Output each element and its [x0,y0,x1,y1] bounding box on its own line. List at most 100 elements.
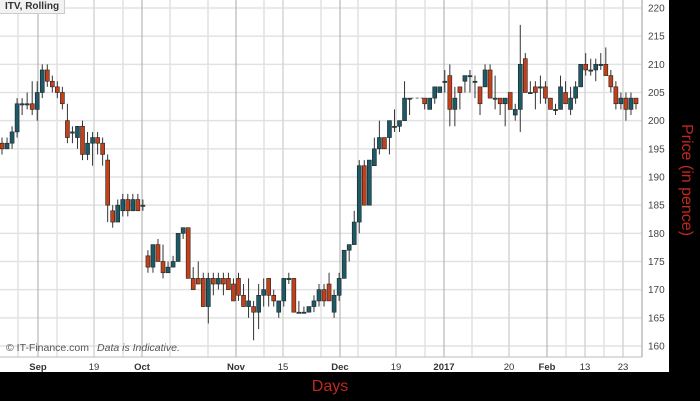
y-tick-label: 190 [648,172,665,183]
candle-up [573,86,578,99]
y-tick-label: 210 [648,60,665,71]
candle-down [200,278,206,307]
candle-up [75,125,80,138]
x-tick-label: 20 [504,362,515,373]
candle-up [306,306,312,313]
candle-up [442,80,448,83]
candle-down [326,283,332,302]
candle-down [221,278,226,285]
y-tick-label: 175 [648,257,665,268]
candle-up [206,278,211,307]
x-tick-label: Oct [134,362,151,373]
candle-up [377,137,382,150]
candle-down [623,97,629,110]
candle-down [190,278,196,290]
candle-down [548,97,553,110]
candle-down [608,75,614,88]
candle-up [331,294,337,313]
candle-down [533,86,538,93]
candle-down [543,86,548,99]
candle-down [291,278,297,313]
candle-up [578,64,583,88]
x-tick-label: Sep [29,362,47,373]
candle-down [135,199,141,212]
x-tick-label: 13 [580,362,591,373]
candle-down [231,283,236,302]
candle-up [39,69,45,93]
candle-down [95,137,100,144]
candle-up [9,131,15,144]
y-tick-label: 215 [648,32,665,43]
candle-down [80,125,85,155]
candle-down [457,86,463,93]
candle-down [100,142,105,155]
candle-up [14,103,20,133]
candle-up [346,244,352,251]
candle-down [321,289,327,302]
candle-up [367,159,372,206]
candle-up [628,97,634,110]
candle-up [588,69,594,72]
candle-up [427,97,432,110]
candle-up [432,86,438,99]
candle-down [447,75,453,110]
y-axis-label: Price (in pence) [678,123,695,237]
candle-up [180,227,186,234]
candle-down [507,92,513,110]
candle-up [482,69,488,88]
y-tick-label: 220 [648,4,665,15]
candle-up [140,204,146,207]
candle-down [55,86,60,93]
x-tick-label: Feb [539,362,556,373]
x-tick-label: 19 [89,362,100,373]
candle-up [256,294,261,313]
x-tick-label: Nov [227,362,246,373]
candle-up [407,97,412,100]
candle-up [316,289,322,302]
y-tick-label: 200 [648,116,665,127]
candle-up [70,131,75,134]
candle-up [175,233,181,262]
candle-down [251,306,256,313]
candle-up [165,266,171,274]
candle-down [603,64,609,76]
candle-up [558,86,563,110]
candle-down [271,294,277,302]
candle-down [211,278,216,285]
x-tick-label: 2017 [433,362,454,373]
y-tick-label: 170 [648,285,665,296]
candle-down [523,58,528,93]
candle-up [392,125,397,128]
candle-up [150,244,156,268]
candle-up [311,300,317,307]
candle-down [633,97,639,105]
y-tick-label: 205 [648,88,665,99]
y-tick-label: 180 [648,229,665,240]
candle-up [598,64,604,66]
x-tick-label: Dec [331,362,348,373]
credit-text: © IT-Finance.com Data is Indicative. [6,342,180,354]
candle-up [437,86,443,93]
candle-up [467,75,473,78]
candle-up [462,75,468,82]
candle-up [90,137,95,144]
candle-up [34,92,40,110]
candle-up [593,64,599,71]
y-tick-label: 195 [648,144,665,155]
copyright: © IT-Finance.com [6,342,90,354]
y-tick-label: 160 [648,341,665,352]
candle-up [261,289,266,296]
candle-up [372,148,377,167]
candle-up [528,92,533,94]
chart-title: ITV, Rolling [0,0,66,14]
candle-down [185,227,191,279]
candle-down [160,261,166,274]
candle-up [568,97,573,110]
candle-up [19,103,25,106]
candle-down [29,103,35,110]
candle-up [130,199,136,212]
candle-down [105,159,110,206]
x-axis-label: Days [311,378,349,395]
candle-down [226,278,231,290]
